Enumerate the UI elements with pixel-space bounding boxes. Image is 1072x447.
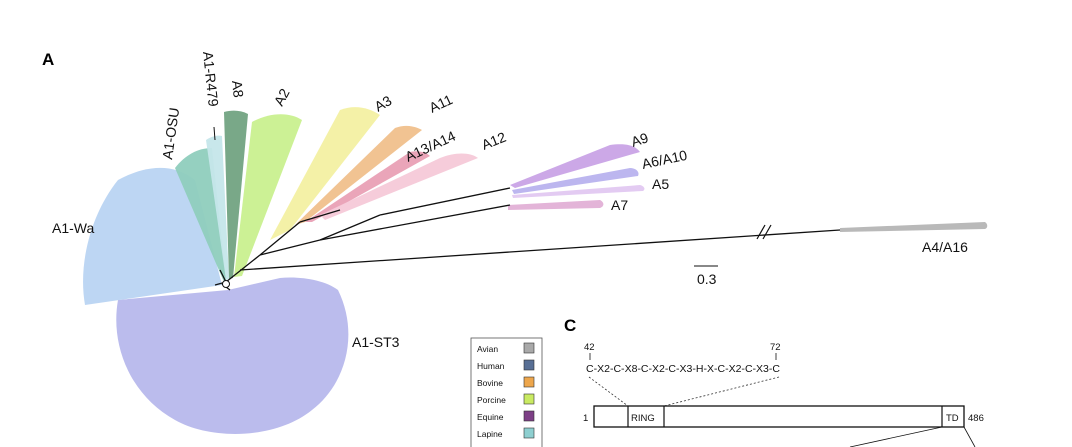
clade-fan-a2: [234, 114, 302, 277]
clade-label-a2: A2: [271, 86, 293, 109]
clade-fan-a5: [512, 185, 645, 198]
clade-fan-a1-st3: [116, 277, 349, 434]
scale-bar-label: 0.3: [697, 271, 717, 287]
clade-fan-a4: [840, 222, 988, 232]
clade-label-a1-wa: A1-Wa: [52, 220, 94, 236]
clade-label-a3: A3: [372, 92, 395, 115]
panel-c-label: C: [564, 316, 576, 335]
legend-swatch-equine: [523, 410, 535, 422]
clade-fan-a12: [320, 153, 478, 220]
tree-root-node: [222, 280, 230, 288]
legend-swatch-bovine: [523, 376, 535, 388]
td-connector-left: [849, 426, 943, 447]
ring-motif-sequence: C-X2-C-X8-C-X2-C-X3-H-X-C-X2-C-X3-C: [586, 364, 780, 375]
ring-domain-label: RING: [631, 413, 655, 424]
protein-bar: [593, 405, 965, 428]
legend-swatch-avian: [523, 342, 535, 354]
panel-a-label: A: [42, 50, 54, 69]
clade-fan-a9: [510, 144, 640, 188]
clade-label-a7: A7: [611, 197, 628, 213]
td-connector-right: [963, 426, 976, 447]
protein-start-position: 1: [583, 413, 588, 424]
clade-fan-a8: [224, 110, 248, 279]
motif-start-position: 42: [584, 342, 595, 353]
legend-items: Avian Human Bovine Porcine Equine Lapine: [477, 342, 535, 439]
clade-label-a12: A12: [479, 129, 508, 153]
legend-swatch-lapine: [523, 427, 535, 439]
motif-connector-left: [588, 376, 629, 407]
clade-label-a4-a16: A4/A16: [922, 239, 968, 255]
tree-clades: [83, 107, 988, 434]
clade-fan-a1-wa: [83, 167, 222, 305]
clade-label-a9: A9: [629, 129, 650, 150]
clade-label-a1-st3: A1-ST3: [352, 334, 400, 350]
clade-fan-a13: [305, 151, 430, 222]
clade-label-a5: A5: [652, 176, 669, 192]
clade-label-a6-a10: A6/A10: [640, 147, 688, 172]
legend-swatch-porcine: [523, 393, 535, 405]
clade-label-a8: A8: [229, 80, 247, 99]
legend-label-equine: Equine: [477, 412, 504, 422]
clade-fan-a6: [512, 168, 639, 194]
branch-break-mark: [756, 224, 772, 240]
clade-fan-a11: [295, 125, 422, 225]
clade-label-a11: A11: [427, 91, 456, 116]
host-legend: Avian Human Bovine Porcine Equine Lapine: [470, 337, 543, 447]
legend-label-avian: Avian: [477, 344, 498, 354]
legend-label-human: Human: [477, 361, 505, 371]
protein-end-position: 486: [968, 413, 984, 424]
a1-r479-leader: [213, 126, 216, 141]
motif-connector-right: [663, 376, 780, 407]
clade-fan-a3: [270, 107, 380, 240]
legend-label-lapine: Lapine: [477, 429, 503, 439]
clade-fan-a1-r479: [206, 135, 229, 280]
clade-label-a1-r479: A1-R479: [200, 51, 222, 108]
tree-branches: [214, 187, 841, 291]
td-domain-label: TD: [946, 413, 959, 424]
legend-label-porcine: Porcine: [477, 395, 506, 405]
legend-label-bovine: Bovine: [477, 378, 503, 388]
motif-end-position: 72: [770, 342, 781, 353]
clade-label-a1-osu: A1-OSU: [159, 107, 182, 161]
clade-fan-a7: [508, 200, 604, 210]
legend-swatch-human: [523, 359, 535, 371]
